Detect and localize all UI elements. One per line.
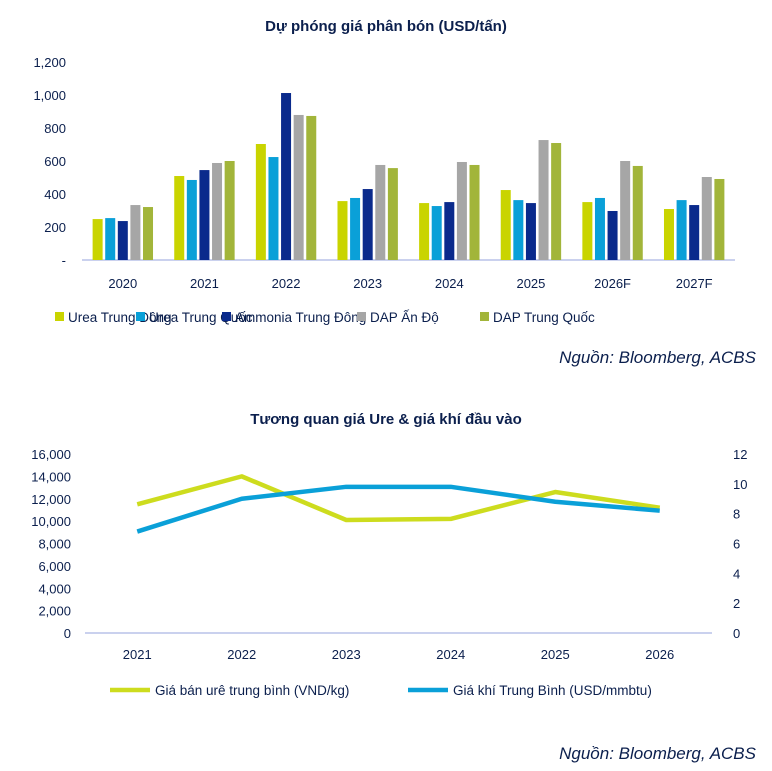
bar-2023-2: [350, 197, 361, 260]
y-tick-label: 8,000: [38, 537, 71, 552]
x-tick-label: 2023: [332, 647, 361, 662]
y2-tick-label: 12: [733, 447, 747, 462]
y2-tick-label: 0: [733, 626, 740, 641]
y-tick-label: 1,000: [33, 88, 66, 103]
line-series-2: [136, 484, 660, 534]
bar-2021-3: [199, 170, 210, 260]
bar-2022-3: [281, 93, 292, 261]
bar-2027F-4: [701, 177, 712, 260]
bar-2024-3: [444, 202, 455, 260]
bar-2024-5: [469, 164, 480, 260]
y-tick-label: -: [62, 253, 66, 268]
y2-tick-label: 2: [733, 596, 740, 611]
legend-label: Giá khí Trung Bình (USD/mmbtu): [453, 683, 652, 698]
bar-2026F-5: [632, 165, 643, 260]
bar-2023-1: [337, 201, 348, 260]
x-tick-label: 2027F: [676, 276, 713, 291]
y-tick-label: 200: [44, 220, 66, 235]
x-tick-label: 2024: [436, 647, 465, 662]
legend-label: DAP Trung Quốc: [493, 310, 595, 325]
bar-2020-3: [117, 221, 128, 260]
y-tick-label: 2,000: [38, 604, 71, 619]
x-tick-label: 2021: [123, 647, 152, 662]
legend-label: Urea Trung Đông: [68, 310, 172, 325]
y-tick-label: 12,000: [31, 492, 71, 507]
line-series-1: [136, 474, 661, 523]
legend-swatch: [136, 312, 145, 321]
y-tick-label: 1,200: [33, 55, 66, 70]
y2-tick-label: 6: [733, 537, 740, 552]
y2-tick-label: 4: [733, 566, 740, 581]
bar-2025-4: [538, 140, 549, 260]
bar-2026F-3: [607, 210, 618, 260]
bar-2026F-1: [582, 202, 593, 260]
legend-swatch: [222, 312, 231, 321]
bar-2020-1: [92, 219, 103, 260]
bar-2021-2: [186, 179, 197, 260]
bar-2026F-4: [620, 161, 631, 260]
y-tick-label: 400: [44, 187, 66, 202]
chart1-source: Nguồn: Bloomberg, ACBS: [559, 348, 756, 367]
bar-2022-4: [293, 114, 304, 260]
chart2-title: Tương quan giá Ure & giá khí đầu vào: [250, 411, 522, 428]
y-tick-label: 800: [44, 121, 66, 136]
x-tick-label: 2024: [435, 276, 464, 291]
y-tick-label: 16,000: [31, 447, 71, 462]
x-tick-label: 2025: [541, 647, 570, 662]
x-tick-label: 2022: [272, 276, 301, 291]
bar-2025-2: [513, 200, 524, 260]
bar-2022-2: [268, 157, 279, 260]
y2-tick-label: 8: [733, 507, 740, 522]
legend-label: Ammonia Trung Đông: [235, 310, 366, 325]
bar-2022-5: [306, 115, 317, 260]
bar-2020-5: [143, 207, 154, 260]
chart1-title: Dự phóng giá phân bón (USD/tấn): [265, 18, 507, 35]
y-tick-label: 600: [44, 154, 66, 169]
bar-2025-1: [500, 190, 511, 260]
y-tick-label: 10,000: [31, 514, 71, 529]
y-tick-label: 0: [64, 626, 71, 641]
x-tick-label: 2026: [645, 647, 674, 662]
bar-2023-5: [387, 168, 398, 260]
legend-swatch: [55, 312, 64, 321]
bar-2020-2: [105, 218, 116, 260]
bar-2021-1: [174, 176, 185, 260]
y-tick-label: 14,000: [31, 469, 71, 484]
chart2-source: Nguồn: Bloomberg, ACBS: [559, 744, 756, 763]
bar-2021-4: [212, 162, 223, 260]
bar-2020-4: [130, 205, 141, 260]
legend-label: Giá bán urê trung bình (VND/kg): [155, 683, 349, 698]
bar-2025-3: [525, 203, 536, 260]
bar-2025-5: [551, 143, 562, 260]
bar-2021-5: [224, 161, 235, 260]
x-tick-label: 2026F: [594, 276, 631, 291]
bar-2027F-2: [676, 200, 687, 260]
legend-swatch: [480, 312, 489, 321]
bar-2023-3: [362, 189, 373, 260]
x-tick-label: 2020: [108, 276, 137, 291]
bar-2024-4: [456, 161, 467, 260]
x-tick-label: 2022: [227, 647, 256, 662]
bar-2026F-2: [594, 197, 605, 260]
x-tick-label: 2025: [516, 276, 545, 291]
bar-2022-1: [255, 144, 266, 260]
bar-2024-2: [431, 206, 442, 260]
x-tick-label: 2021: [190, 276, 219, 291]
bar-2027F-5: [714, 178, 725, 260]
x-tick-label: 2023: [353, 276, 382, 291]
y-tick-label: 4,000: [38, 581, 71, 596]
bar-2027F-3: [689, 205, 700, 260]
y2-tick-label: 10: [733, 477, 747, 492]
legend-label: DAP Ấn Độ: [370, 310, 439, 325]
bar-2024-1: [419, 203, 430, 260]
bar-2027F-1: [663, 209, 674, 260]
y-tick-label: 6,000: [38, 559, 71, 574]
legend-swatch: [357, 312, 366, 321]
bar-2023-4: [375, 164, 386, 260]
